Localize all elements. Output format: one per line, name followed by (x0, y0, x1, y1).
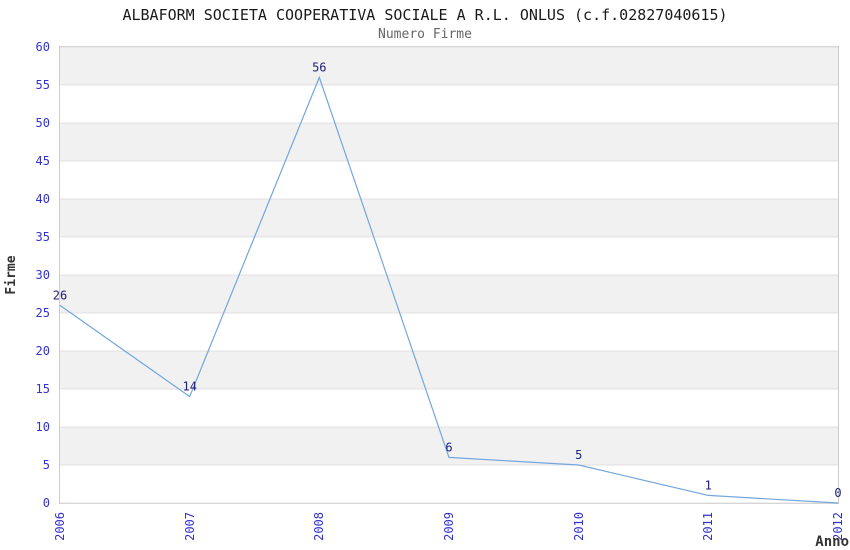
x-tick-label: 2006 (53, 512, 67, 541)
y-tick-label: 45 (35, 154, 50, 168)
data-point-label: 56 (312, 60, 326, 74)
y-tick-label: 40 (35, 192, 50, 206)
data-point-label: 1 (705, 478, 712, 492)
y-tick-label: 30 (35, 268, 50, 282)
x-tick-label: 2007 (182, 512, 197, 541)
chart-title: ALBAFORM SOCIETA COOPERATIVA SOCIALE A R… (122, 6, 728, 24)
data-point-label: 5 (575, 448, 582, 462)
y-tick-label: 10 (35, 420, 50, 434)
x-tick-label: 2008 (312, 512, 327, 541)
chart-subtitle: Numero Firme (378, 27, 472, 42)
data-point-label: 26 (53, 288, 67, 302)
y-tick-label: 15 (35, 382, 50, 396)
y-tick-label: 25 (35, 306, 50, 320)
series-line (59, 75, 839, 504)
y-tick-label: 0 (42, 496, 50, 510)
y-tick-label: 5 (42, 458, 50, 472)
y-tick-label: 50 (35, 116, 50, 130)
x-axis-title: Anno (815, 534, 849, 550)
x-tick-label: 2010 (571, 512, 586, 541)
y-axis-title: Firme (4, 255, 19, 295)
x-tick-label: 2009 (442, 512, 456, 541)
x-tick-label: 2011 (701, 512, 716, 541)
y-tick-label: 35 (35, 230, 50, 244)
y-tick-label: 60 (35, 40, 50, 54)
data-point-label: 14 (182, 380, 196, 394)
line-series-svg: 26 14 56 6 5 1 0 (53, 46, 842, 504)
data-point-label: 6 (445, 440, 452, 454)
y-tick-label: 55 (35, 78, 50, 92)
y-tick-label: 20 (35, 344, 50, 358)
data-point-label: 0 (834, 486, 841, 500)
